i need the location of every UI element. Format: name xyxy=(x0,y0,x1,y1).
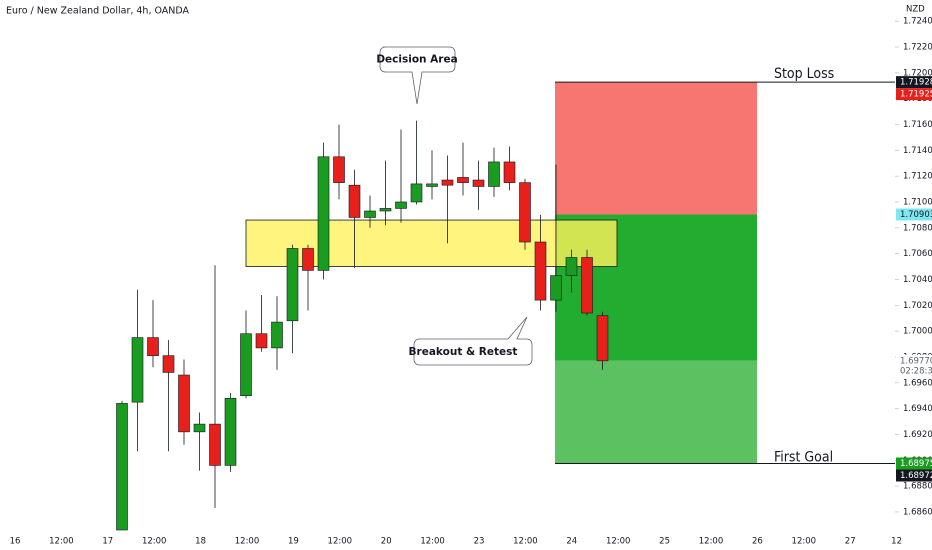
candle-body xyxy=(302,248,314,271)
x-tick-label: 12:00 xyxy=(142,537,167,547)
price-tag-label: 1.71925 xyxy=(900,90,932,100)
overlay-layer: Decision Area Breakout & Retest Euro / N… xyxy=(6,5,932,547)
candle-body xyxy=(147,337,159,356)
price-tag xyxy=(896,469,932,482)
level-label: Stop Loss xyxy=(774,66,834,82)
y-tick-label: 1.70000 xyxy=(903,327,932,337)
candle-body xyxy=(348,184,361,218)
x-tick-label: 12:00 xyxy=(235,537,260,547)
price-tag xyxy=(896,457,932,470)
candle-body xyxy=(488,161,500,187)
candle-body xyxy=(472,179,485,187)
candle-body xyxy=(379,208,392,212)
price-tag-label: 1.69770 xyxy=(900,356,932,366)
candle-body xyxy=(457,177,469,183)
reward-zone-light xyxy=(555,360,757,464)
candle-body xyxy=(581,257,593,314)
x-tick-label: 16 xyxy=(10,537,21,547)
candle-body xyxy=(240,333,252,396)
candle-body xyxy=(364,210,376,218)
candle-body xyxy=(209,423,221,466)
candle-body xyxy=(426,183,438,187)
currency-label: NZD xyxy=(906,5,925,15)
candle-body xyxy=(550,275,562,301)
price-tag-label: 1.70903 xyxy=(900,210,932,220)
y-tick-label: 1.72200 xyxy=(903,43,932,53)
price-tag xyxy=(896,354,932,367)
price-tag-label: 1.68975 xyxy=(900,459,932,469)
decision-zone xyxy=(245,219,618,267)
candle-body xyxy=(317,156,330,271)
x-tick-label: 23 xyxy=(474,537,485,547)
candle-body xyxy=(395,201,407,209)
y-tick-label: 1.72400 xyxy=(903,17,932,27)
candle-body xyxy=(565,257,578,276)
price-tag xyxy=(896,76,932,89)
x-tick-label: 12:00 xyxy=(792,537,817,547)
x-tick-label: 17 xyxy=(102,537,113,547)
y-tick-label: 1.71600 xyxy=(903,120,932,130)
candle-body xyxy=(534,241,547,301)
y-tick-label: 1.70400 xyxy=(903,275,932,285)
x-tick-label: 12:00 xyxy=(606,537,631,547)
y-tick-label: 1.71400 xyxy=(903,146,932,156)
chart-title: Euro / New Zealand Dollar, 4h, OANDA xyxy=(6,6,190,17)
candle-body xyxy=(224,397,237,466)
y-tick-label: 1.68800 xyxy=(903,482,932,492)
x-tick-label: 24 xyxy=(566,537,577,547)
callout-box xyxy=(379,46,456,105)
candle-body xyxy=(286,248,299,322)
candle-body xyxy=(116,403,128,531)
price-tag-label: 1.71928 xyxy=(900,78,932,88)
callout-box xyxy=(413,316,533,366)
level-label: First Goal xyxy=(774,449,833,465)
x-tick-label: 25 xyxy=(659,537,670,547)
y-tick-label: 1.69200 xyxy=(903,430,932,440)
y-tick-label: 1.69400 xyxy=(903,404,932,414)
x-tick-label: 12:00 xyxy=(699,537,724,547)
background-layer xyxy=(555,81,895,464)
y-tick-label: 1.71200 xyxy=(903,172,932,182)
candle-body xyxy=(193,423,206,433)
y-tick-label: 1.68600 xyxy=(903,507,932,517)
x-tick-label: 27 xyxy=(845,537,856,547)
y-tick-label: 1.70200 xyxy=(903,301,932,311)
candle-body xyxy=(162,355,175,373)
x-tick-label: 12:00 xyxy=(513,537,538,547)
price-tag xyxy=(896,208,932,221)
x-tick-label: 12:00 xyxy=(328,537,353,547)
x-tick-label: 12 xyxy=(891,537,902,547)
x-tick-label: 12:00 xyxy=(420,537,445,547)
candle-body xyxy=(255,333,268,349)
y-tick-label: 1.69600 xyxy=(903,378,932,388)
y-tick-label: 1.70800 xyxy=(903,223,932,233)
annotation: Decision Area xyxy=(376,54,457,66)
candle-body xyxy=(519,182,531,243)
price-tag-label: 1.68972 xyxy=(900,471,932,481)
candle-layer xyxy=(116,120,618,531)
y-tick-label: 1.72000 xyxy=(903,68,932,78)
candle-body xyxy=(333,156,345,183)
x-tick-label: 19 xyxy=(288,537,299,547)
candle-body xyxy=(596,315,609,362)
candle-body xyxy=(441,179,454,186)
risk-zone xyxy=(555,82,757,215)
price-tag xyxy=(896,88,932,101)
y-tick-label: 1.70600 xyxy=(903,249,932,259)
candle-body xyxy=(410,183,423,203)
x-tick-label: 12:00 xyxy=(49,537,74,547)
x-tick-label: 18 xyxy=(195,537,206,547)
x-tick-label: 20 xyxy=(381,537,392,547)
y-tick-label: 1.71000 xyxy=(903,197,932,207)
candle-body xyxy=(271,321,283,349)
x-tick-label: 26 xyxy=(752,537,763,547)
candle-body xyxy=(503,161,516,183)
candle-body xyxy=(178,374,190,433)
candle-body xyxy=(131,337,144,403)
annotation: Breakout & Retest xyxy=(409,346,518,358)
countdown: 02:28:33 xyxy=(900,366,932,376)
